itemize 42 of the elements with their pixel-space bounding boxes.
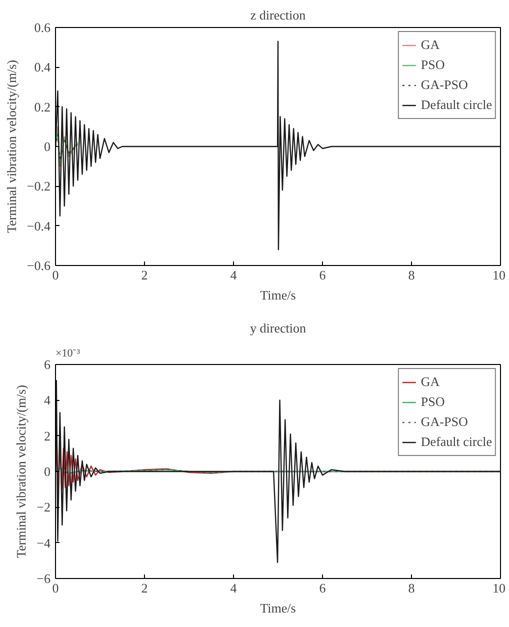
- y-tick-label: −0.6: [26, 258, 51, 273]
- x-tick-label: 4: [230, 268, 238, 282]
- x-tick-label: 10: [492, 268, 506, 282]
- x-tick-label: 2: [141, 580, 148, 596]
- chart-title: y direction: [250, 320, 306, 336]
- legend-label: PSO: [420, 57, 445, 73]
- y-tick-label: 0: [44, 139, 50, 154]
- y-axis-title: Terminal vibration velocity/(m/s): [14, 384, 29, 558]
- y-tick-label: −6: [36, 571, 51, 586]
- y-tick-label: 0.4: [34, 60, 51, 75]
- y-tick-label: −4: [36, 535, 51, 550]
- legend-label: GA: [420, 374, 441, 390]
- legend-label: Default circle: [420, 97, 492, 113]
- y-tick-label: 0.2: [34, 99, 50, 114]
- chart-title: z direction: [250, 8, 306, 22]
- y-tick-label: 2: [44, 428, 50, 444]
- line-series: [56, 40, 500, 250]
- x-tick-label: 10: [492, 580, 506, 596]
- text: ×10⁻³: [56, 348, 81, 360]
- legend-label: GA-PSO: [420, 77, 468, 93]
- x-axis-title: Time/s: [260, 600, 296, 616]
- y-tick-label: 0.6: [34, 20, 51, 35]
- y-tick-label: 6: [44, 357, 51, 372]
- line-series: [56, 130, 78, 163]
- x-tick-label: 8: [408, 268, 415, 282]
- line-series: [56, 134, 78, 159]
- legend-label: Default circle: [420, 434, 492, 450]
- y-tick-label: −0.4: [26, 218, 51, 234]
- x-tick-label: 6: [319, 268, 326, 282]
- y-tick-label: 4: [44, 392, 51, 408]
- y-tick-label: 0: [44, 464, 50, 479]
- y-tick-label: −0.2: [26, 178, 51, 194]
- x-tick-label: 6: [319, 580, 326, 596]
- x-axis-title: Time/s: [260, 288, 296, 302]
- y-axis-title: Terminal vibration velocity/(m/s): [4, 60, 19, 234]
- x-tick-label: 8: [408, 580, 415, 596]
- y-tick-label: −2: [36, 500, 51, 515]
- x-tick-label: 2: [141, 268, 148, 282]
- x-tick-label: 4: [230, 580, 238, 596]
- legend-label: GA: [420, 37, 441, 53]
- legend-label: PSO: [420, 394, 445, 410]
- legend-label: GA-PSO: [420, 414, 468, 430]
